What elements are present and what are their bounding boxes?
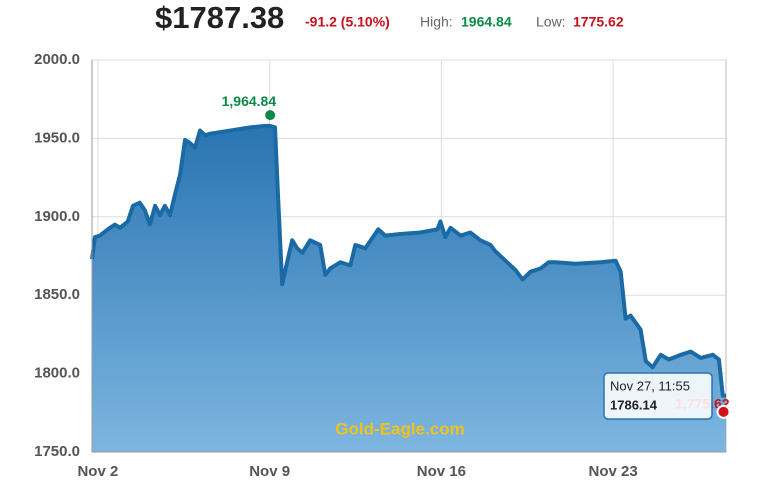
tooltip-value: 1786.14: [610, 397, 658, 412]
high-annotation: 1,964.84: [222, 93, 277, 109]
x-tick-label: Nov 2: [77, 463, 118, 480]
plot: 1750.0 1800.0 1850.0 1900.0 1950.0 2000.0 Nov …: [34, 51, 731, 480]
change: -91.2 (5.10%): [305, 14, 390, 30]
high-marker: [265, 110, 276, 121]
tooltip-box: [603, 372, 713, 420]
area: [92, 125, 726, 453]
y-tick-label: 1950.0: [34, 129, 80, 146]
line: [90, 123, 726, 398]
low-marker: [716, 404, 731, 419]
y-tick-label: 1850.0: [34, 286, 80, 303]
price: $1787.38: [155, 0, 284, 35]
y-tick-label: 1800.0: [34, 365, 80, 382]
high-label: High:: [420, 14, 453, 30]
tooltip-date: Nov 27, 11:55: [610, 378, 690, 393]
y-tick-label: 2000.0: [34, 51, 80, 68]
x-tick-label: Nov 16: [417, 463, 466, 480]
x-tick-label: Nov 9: [249, 463, 290, 480]
y-tick-label: 1750.0: [34, 443, 80, 460]
low-label: Low:: [536, 14, 566, 30]
high-value: 1964.84: [461, 14, 512, 30]
x-tick-label: Nov 23: [589, 463, 638, 480]
y-tick-label: 1900.0: [34, 208, 80, 225]
watermark: Gold-Eagle.com: [335, 419, 464, 438]
low-value: 1775.62: [573, 14, 624, 30]
